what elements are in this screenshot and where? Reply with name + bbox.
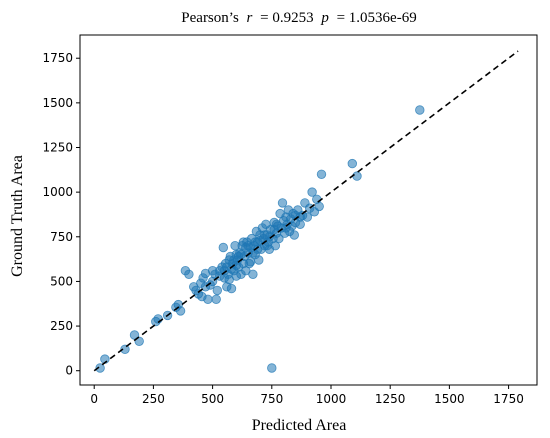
data-point-129 bbox=[231, 260, 242, 271]
x-tick-label: 1000 bbox=[316, 392, 347, 406]
x-tick-label: 1500 bbox=[434, 392, 465, 406]
data-point-99 bbox=[314, 201, 324, 212]
data-point-24 bbox=[211, 294, 221, 305]
data-point-12 bbox=[184, 269, 194, 280]
data-point-100 bbox=[316, 169, 327, 180]
x-tick-label: 250 bbox=[142, 392, 165, 406]
data-point-53 bbox=[248, 269, 258, 280]
data-point-69 bbox=[267, 363, 277, 373]
data-point-20 bbox=[203, 294, 213, 305]
data-point-78 bbox=[277, 198, 288, 208]
data-point-124 bbox=[295, 212, 305, 222]
plot-frame bbox=[79, 34, 538, 386]
x-tick-label: 500 bbox=[201, 392, 224, 406]
data-point-102 bbox=[352, 171, 362, 181]
data-point-3 bbox=[129, 330, 140, 340]
data-point-126 bbox=[231, 249, 242, 260]
y-axis-label: Ground Truth Area bbox=[9, 155, 26, 277]
data-point-2 bbox=[120, 344, 130, 355]
data-point-88 bbox=[289, 230, 300, 240]
data-point-131 bbox=[248, 248, 258, 258]
data-point-58 bbox=[254, 255, 264, 265]
x-axis: 0 250 500 750 1000 1250 1500 1750 bbox=[90, 385, 524, 406]
data-point-120 bbox=[262, 240, 272, 251]
y-tick-label: 250 bbox=[50, 319, 73, 333]
data-point-96 bbox=[307, 187, 317, 197]
data-point-122 bbox=[281, 223, 291, 233]
x-tick-label: 750 bbox=[260, 392, 283, 406]
x-tick-label: 0 bbox=[90, 392, 98, 406]
data-point-127 bbox=[224, 255, 234, 265]
title-p-symbol: p bbox=[320, 10, 329, 26]
x-tick-label: 1750 bbox=[493, 392, 524, 406]
x-axis-label: Predicted Area bbox=[252, 417, 347, 434]
data-point-128 bbox=[219, 266, 230, 276]
x-tick-label: 1250 bbox=[375, 392, 406, 406]
data-point-28 bbox=[218, 242, 229, 253]
title-r-symbol: r bbox=[247, 10, 253, 26]
data-point-25 bbox=[212, 285, 223, 296]
data-point-103 bbox=[415, 105, 425, 115]
y-tick-label: 0 bbox=[65, 364, 73, 378]
data-point-75 bbox=[274, 233, 284, 244]
title-r-value: = 0.9253 bbox=[260, 10, 313, 26]
data-point-118 bbox=[245, 257, 256, 267]
data-point-10 bbox=[175, 306, 186, 316]
data-point-130 bbox=[238, 237, 249, 247]
chart-title: Pearson’s r = 0.9253 p = 1.0536e-69 bbox=[181, 10, 416, 26]
y-axis: 0 250 500 750 1000 1250 1500 1750 bbox=[42, 51, 80, 378]
y-tick-label: 1500 bbox=[42, 96, 73, 110]
y-tick-label: 1000 bbox=[42, 185, 73, 199]
y-tick-label: 500 bbox=[50, 274, 73, 288]
y-tick-label: 750 bbox=[50, 230, 73, 244]
data-point-101 bbox=[347, 158, 358, 169]
data-point-121 bbox=[271, 219, 282, 230]
title-prefix: Pearson’s bbox=[181, 10, 239, 26]
reference-line bbox=[93, 50, 519, 372]
data-point-35 bbox=[226, 283, 237, 294]
data-point-110 bbox=[264, 232, 275, 242]
y-tick-label: 1750 bbox=[42, 51, 73, 65]
data-point-0 bbox=[95, 363, 105, 373]
title-p-value: = 1.0536e-69 bbox=[337, 10, 417, 26]
y-tick-label: 1250 bbox=[42, 141, 73, 155]
